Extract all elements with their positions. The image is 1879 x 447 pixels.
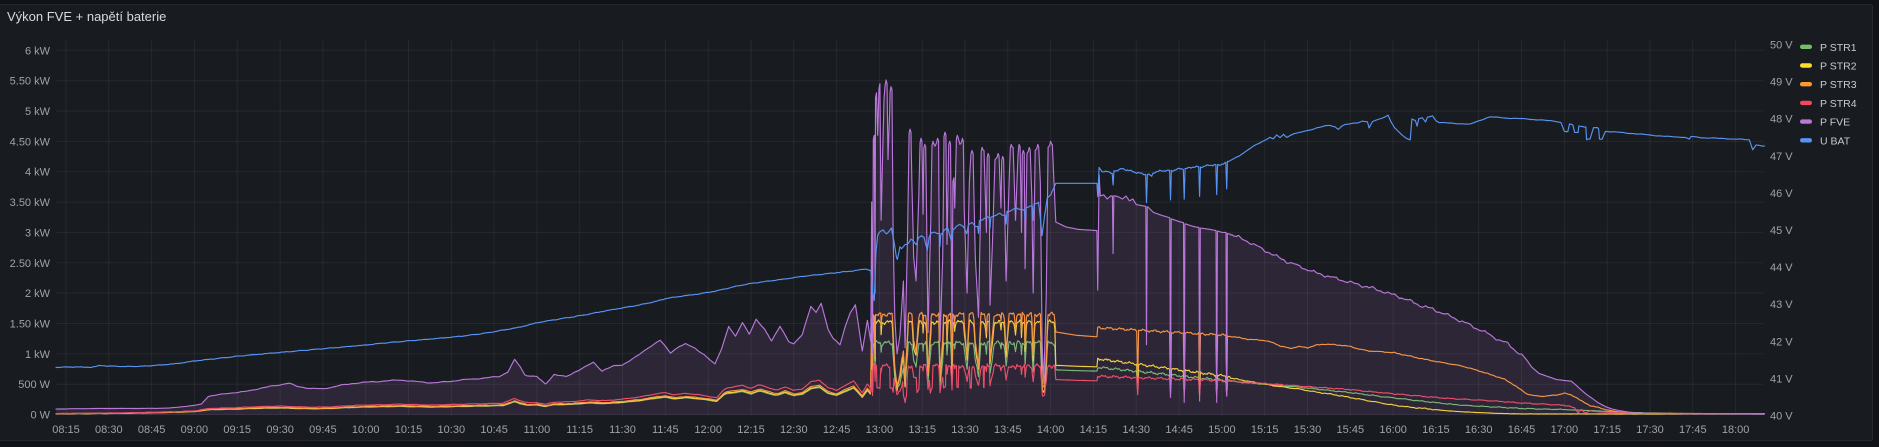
svg-text:48 V: 48 V	[1770, 114, 1793, 126]
svg-text:4 kW: 4 kW	[25, 167, 51, 179]
svg-text:5.50 kW: 5.50 kW	[10, 76, 51, 88]
svg-text:10:30: 10:30	[438, 424, 466, 436]
svg-text:09:30: 09:30	[266, 424, 294, 436]
svg-text:11:00: 11:00	[524, 424, 551, 436]
svg-text:1 kW: 1 kW	[25, 349, 51, 361]
svg-text:15:30: 15:30	[1294, 424, 1322, 436]
svg-text:12:00: 12:00	[694, 424, 722, 436]
svg-text:13:30: 13:30	[951, 424, 979, 436]
svg-text:10:00: 10:00	[352, 424, 380, 436]
svg-text:16:00: 16:00	[1379, 424, 1407, 436]
svg-text:10:45: 10:45	[480, 424, 508, 436]
svg-text:3 kW: 3 kW	[25, 227, 51, 239]
svg-text:P STR1: P STR1	[1820, 42, 1857, 54]
svg-text:13:15: 13:15	[908, 424, 936, 436]
svg-text:14:00: 14:00	[1037, 424, 1065, 436]
svg-text:P FVE: P FVE	[1820, 117, 1850, 129]
svg-text:16:45: 16:45	[1508, 424, 1536, 436]
svg-text:3.50 kW: 3.50 kW	[10, 197, 51, 209]
svg-text:10:15: 10:15	[395, 424, 423, 436]
svg-text:17:15: 17:15	[1593, 424, 1621, 436]
svg-text:11:30: 11:30	[609, 424, 636, 436]
svg-text:P STR3: P STR3	[1820, 79, 1857, 91]
svg-text:14:15: 14:15	[1080, 424, 1108, 436]
svg-text:U BAT: U BAT	[1820, 135, 1851, 147]
svg-text:18:00: 18:00	[1722, 424, 1750, 436]
svg-text:5 kW: 5 kW	[25, 106, 51, 118]
svg-text:47 V: 47 V	[1770, 151, 1793, 163]
svg-text:16:30: 16:30	[1465, 424, 1493, 436]
svg-text:45 V: 45 V	[1770, 225, 1793, 237]
svg-text:14:30: 14:30	[1122, 424, 1150, 436]
svg-text:11:45: 11:45	[652, 424, 679, 436]
svg-text:16:15: 16:15	[1422, 424, 1450, 436]
svg-text:13:45: 13:45	[994, 424, 1022, 436]
svg-text:08:15: 08:15	[52, 424, 80, 436]
svg-text:P STR4: P STR4	[1820, 98, 1857, 110]
svg-text:Výkon FVE + napětí baterie: Výkon FVE + napětí baterie	[7, 9, 166, 24]
svg-text:49 V: 49 V	[1770, 77, 1793, 89]
svg-text:500 W: 500 W	[18, 379, 50, 391]
svg-text:17:00: 17:00	[1551, 424, 1579, 436]
svg-text:13:00: 13:00	[866, 424, 894, 436]
svg-text:15:00: 15:00	[1208, 424, 1236, 436]
svg-text:46 V: 46 V	[1770, 188, 1793, 200]
svg-text:11:15: 11:15	[566, 424, 593, 436]
svg-text:17:45: 17:45	[1679, 424, 1707, 436]
svg-text:6 kW: 6 kW	[25, 45, 51, 57]
svg-text:2.50 kW: 2.50 kW	[10, 258, 51, 270]
svg-text:1.50 kW: 1.50 kW	[10, 319, 51, 331]
svg-text:44 V: 44 V	[1770, 262, 1793, 274]
svg-text:12:45: 12:45	[823, 424, 851, 436]
svg-text:08:30: 08:30	[95, 424, 123, 436]
svg-text:15:45: 15:45	[1337, 424, 1365, 436]
svg-text:09:45: 09:45	[309, 424, 337, 436]
svg-text:41 V: 41 V	[1770, 373, 1793, 385]
svg-text:0 W: 0 W	[30, 410, 50, 422]
svg-text:40 V: 40 V	[1770, 411, 1793, 423]
svg-text:17:30: 17:30	[1636, 424, 1664, 436]
svg-text:15:15: 15:15	[1251, 424, 1279, 436]
svg-text:42 V: 42 V	[1770, 336, 1793, 348]
svg-text:2 kW: 2 kW	[25, 288, 51, 300]
svg-text:P STR2: P STR2	[1820, 61, 1857, 73]
svg-text:4.50 kW: 4.50 kW	[10, 136, 51, 148]
svg-text:09:15: 09:15	[223, 424, 251, 436]
svg-text:12:15: 12:15	[737, 424, 765, 436]
svg-text:09:00: 09:00	[181, 424, 209, 436]
svg-text:14:45: 14:45	[1165, 424, 1193, 436]
svg-text:50 V: 50 V	[1770, 40, 1793, 52]
svg-text:12:30: 12:30	[780, 424, 808, 436]
svg-text:43 V: 43 V	[1770, 299, 1793, 311]
svg-text:08:45: 08:45	[138, 424, 166, 436]
